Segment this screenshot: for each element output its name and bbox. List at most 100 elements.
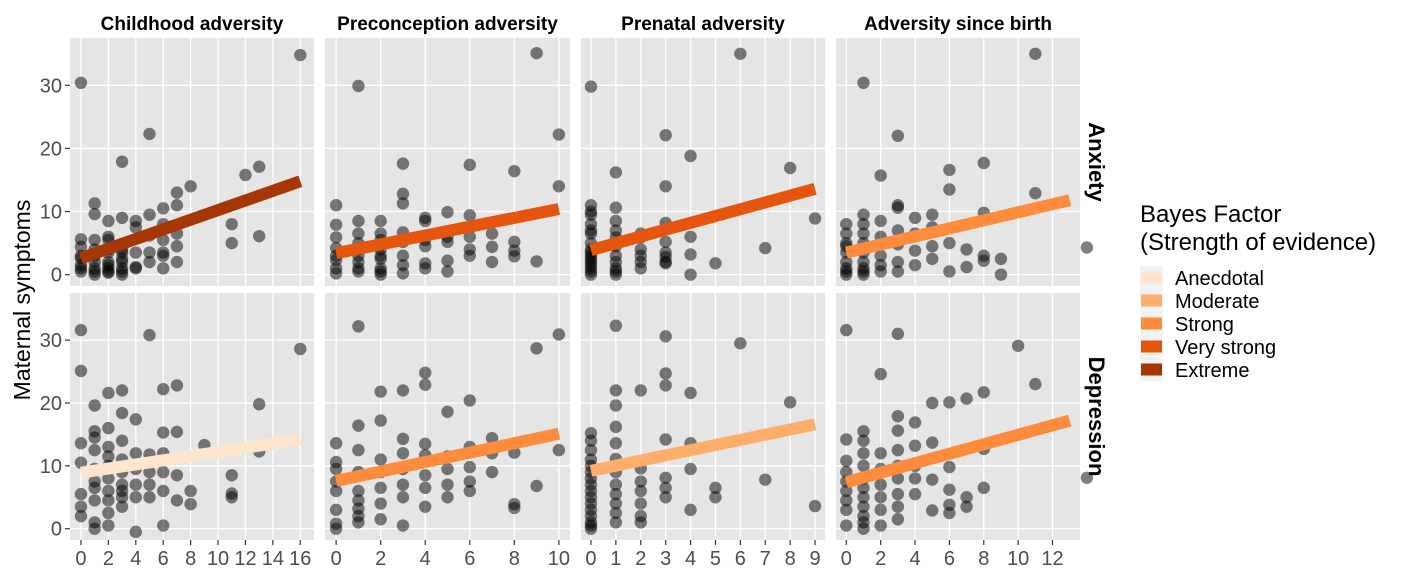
data-point (74, 437, 88, 450)
data-point (874, 249, 887, 262)
data-point (170, 240, 184, 253)
data-point (943, 236, 956, 250)
regression-line (78, 175, 303, 264)
x-tick-label: 9 (809, 548, 820, 570)
data-point (634, 497, 647, 510)
data-point (857, 491, 870, 504)
data-point (441, 491, 454, 504)
data-point (584, 258, 598, 272)
data-point (157, 519, 170, 532)
data-point (88, 268, 101, 281)
column-strip-label: Adversity since birth (864, 14, 1052, 35)
data-point (857, 522, 870, 535)
data-point (396, 187, 410, 201)
data-point (609, 478, 623, 491)
data-point (977, 156, 990, 170)
data-point (463, 158, 476, 172)
data-point (352, 419, 365, 432)
data-point (396, 267, 410, 280)
data-point (659, 257, 672, 270)
data-point (352, 265, 365, 278)
x-tick-label: 8 (185, 548, 196, 570)
data-point (170, 425, 184, 439)
data-point (463, 475, 476, 488)
x-tick-label: 16 (289, 548, 311, 570)
data-point (329, 231, 343, 244)
data-point (943, 396, 956, 409)
data-point (609, 319, 623, 332)
y-tick-label: 30 (40, 75, 62, 97)
data-point (88, 475, 101, 488)
data-point (294, 342, 307, 356)
data-point (943, 265, 956, 278)
legend-item-label: Anecdotal (1175, 268, 1264, 290)
data-point (129, 478, 142, 491)
data-point (960, 392, 973, 405)
data-point (352, 443, 365, 457)
data-point (374, 249, 387, 262)
data-point (396, 519, 410, 532)
data-point (508, 250, 521, 263)
data-point (485, 465, 499, 479)
x-tick-label: 6 (944, 548, 955, 570)
column-strip-label: Prenatal adversity (621, 14, 785, 35)
data-point (926, 208, 939, 221)
data-point (634, 516, 647, 529)
x-tick-label: 7 (760, 548, 771, 570)
data-point (143, 478, 156, 491)
legend-item-label: Strong (1175, 314, 1234, 336)
data-point (294, 48, 307, 62)
data-point (908, 472, 922, 485)
x-tick-label: 0 (75, 548, 86, 570)
data-point (840, 494, 853, 507)
data-point (88, 443, 101, 457)
data-point (252, 160, 266, 173)
data-point (396, 197, 410, 210)
data-point (943, 183, 956, 196)
row-strip-label: Anxiety (1084, 122, 1109, 202)
panel-anxiety-adversity-since-birth (836, 38, 1094, 286)
data-point (419, 469, 432, 482)
data-point (225, 236, 238, 250)
data-point (129, 413, 142, 426)
data-point (374, 214, 387, 228)
data-point (352, 214, 365, 228)
data-point (102, 494, 115, 507)
data-point (857, 434, 870, 447)
data-point (74, 487, 88, 501)
data-point (239, 168, 252, 182)
x-tick-label: 14 (262, 548, 284, 570)
x-tick-label: 6 (735, 548, 746, 570)
data-point (659, 128, 672, 142)
data-point (891, 487, 905, 501)
data-point (530, 46, 543, 60)
data-point (252, 229, 266, 243)
data-point (329, 267, 343, 280)
data-point (419, 262, 432, 275)
data-point (908, 258, 922, 272)
data-point (419, 481, 432, 495)
data-point (170, 494, 184, 507)
data-point (530, 479, 543, 493)
data-point (609, 384, 623, 397)
data-point (926, 240, 939, 253)
x-tick-label: 10 (1007, 548, 1029, 570)
x-tick-label: 4 (909, 548, 920, 570)
data-point (374, 481, 387, 495)
data-point (102, 450, 115, 463)
data-point (374, 385, 387, 398)
data-point (891, 500, 905, 513)
panel-depression-adversity-since-birth (836, 293, 1094, 540)
data-point (329, 437, 343, 450)
data-point (709, 257, 722, 270)
data-point (329, 522, 343, 535)
y-tick-label: 0 (51, 265, 62, 287)
data-point (115, 500, 129, 513)
data-point (857, 481, 870, 495)
x-tick-label: 4 (685, 548, 696, 570)
data-point (143, 465, 156, 479)
data-point (609, 487, 623, 501)
data-point (102, 386, 115, 400)
data-point (808, 499, 822, 513)
